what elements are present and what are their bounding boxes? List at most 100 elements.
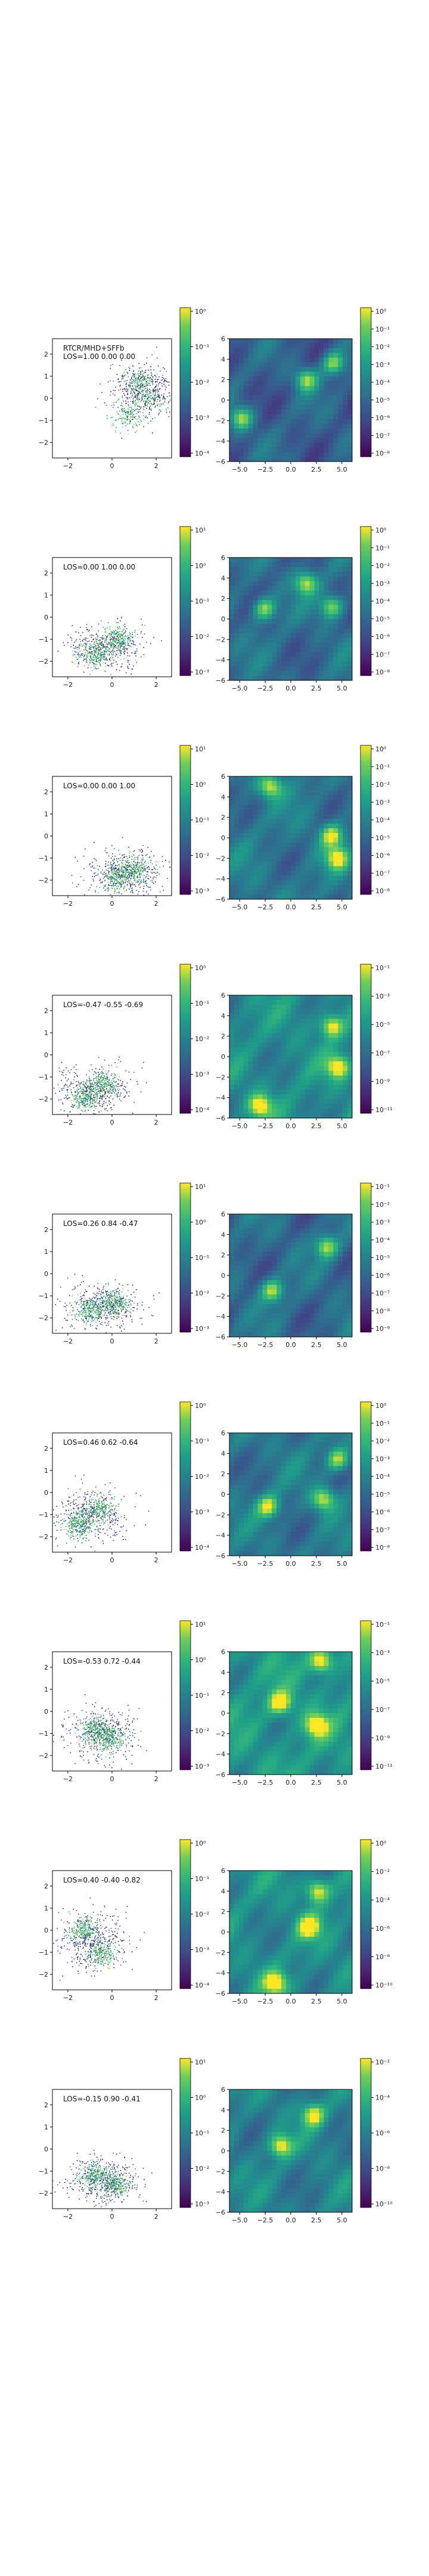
scatter-point (159, 388, 161, 389)
heatmap-cell (281, 795, 287, 801)
heatmap-cell (248, 423, 254, 429)
scatter-point (132, 418, 133, 420)
heatmap-cells (229, 776, 353, 900)
heatmap-colorbar (360, 307, 372, 457)
scatter-point (135, 396, 136, 397)
heatmap-cell (243, 381, 249, 386)
heatmap-cell (333, 828, 338, 834)
heatmap-cell (234, 348, 240, 354)
scatter-ytick-label: −2 (39, 877, 48, 884)
heatmap-cell (286, 442, 291, 448)
scatter-point (148, 385, 150, 386)
heatmap-cell (291, 652, 296, 657)
heatmap-cell (291, 576, 296, 582)
scatter-point (95, 657, 97, 658)
scatter-point (84, 654, 85, 655)
heatmap-cell (243, 809, 249, 815)
scatter-point (135, 373, 136, 374)
heatmap-cell (281, 442, 287, 448)
scatter-point (138, 881, 139, 883)
scatter-point (100, 643, 101, 645)
scatter-point (143, 886, 145, 887)
scatter-point (139, 872, 140, 874)
scatter-point (122, 641, 123, 642)
scatter-point (97, 647, 98, 649)
scatter-point (125, 631, 127, 633)
scatter-point (124, 375, 125, 376)
scatter-point (127, 392, 129, 394)
scatter-point (74, 1104, 76, 1106)
scatter-point (121, 865, 123, 867)
scatter-point (139, 880, 140, 881)
scatter-point (122, 837, 123, 838)
scatter-point (128, 639, 129, 640)
heatmap-cell (319, 776, 324, 782)
heatmap-cell (281, 343, 287, 349)
scatter-point (117, 631, 119, 633)
scatter-point (123, 388, 125, 390)
scatter-point (116, 639, 117, 640)
scatter-point (137, 394, 138, 395)
scatter-point (82, 655, 83, 656)
scatter-point (160, 410, 161, 411)
scatter-point (92, 865, 94, 866)
scatter-point (108, 861, 109, 863)
heatmap-cell (291, 804, 296, 810)
scatter-point (120, 651, 122, 652)
scatter-point (116, 643, 117, 645)
heatmap-cell (314, 433, 319, 438)
heatmap-cell (243, 619, 249, 624)
heatmap-cell (276, 452, 282, 457)
scatter-point (82, 644, 84, 646)
heatmap-cell (314, 628, 319, 634)
scatter-point (128, 404, 129, 405)
scatter-point (139, 419, 141, 421)
scatter-point (129, 368, 130, 369)
heatmap-cell (300, 894, 306, 900)
heatmap-cell (295, 619, 301, 624)
scatter-point (123, 400, 125, 402)
scatter-xtick-label: −2 (63, 681, 73, 689)
scatter-point (133, 401, 135, 402)
heatmap-cell (234, 343, 240, 349)
heatmap-cell (272, 852, 277, 857)
scatter-point (150, 392, 151, 394)
heatmap-cell (338, 633, 343, 639)
heatmap-cell (343, 795, 348, 801)
scatter-point (99, 660, 101, 661)
scatter-point (112, 642, 114, 644)
scatter-point (78, 661, 80, 662)
scatter-point (141, 391, 143, 392)
heatmap-cell (319, 814, 324, 819)
heatmap-cell (304, 447, 310, 453)
scatter-point (166, 371, 167, 372)
heatmap-cell (314, 875, 319, 881)
heatmap-cell (248, 619, 254, 624)
scatter-point (98, 647, 100, 648)
heatmap-cell (324, 661, 329, 667)
scatter-point (100, 649, 102, 651)
scatter-point (157, 391, 158, 393)
scatter-point (122, 422, 124, 424)
heatmap-cell (291, 819, 296, 824)
scatter-point (159, 382, 160, 383)
scatter-point (117, 649, 119, 651)
heatmap-cell (328, 628, 334, 634)
heatmap-cell (328, 790, 334, 796)
heatmap-cell (262, 833, 268, 838)
scatter-point (85, 1106, 86, 1107)
heatmap-cell (234, 819, 240, 824)
heatmap-cell (243, 652, 249, 657)
heatmap-cell (314, 595, 319, 600)
heatmap-cell (229, 614, 235, 620)
heatmap-cell (333, 619, 338, 624)
heatmap-cell (267, 386, 272, 391)
scatter-point (127, 869, 128, 870)
heatmap-cell (319, 442, 324, 448)
scatter-point (139, 416, 141, 418)
scatter-point (137, 398, 139, 400)
scatter-point (108, 643, 109, 645)
heatmap-cell (295, 661, 301, 667)
scatter-point (136, 380, 137, 381)
scatter-point (73, 642, 75, 643)
